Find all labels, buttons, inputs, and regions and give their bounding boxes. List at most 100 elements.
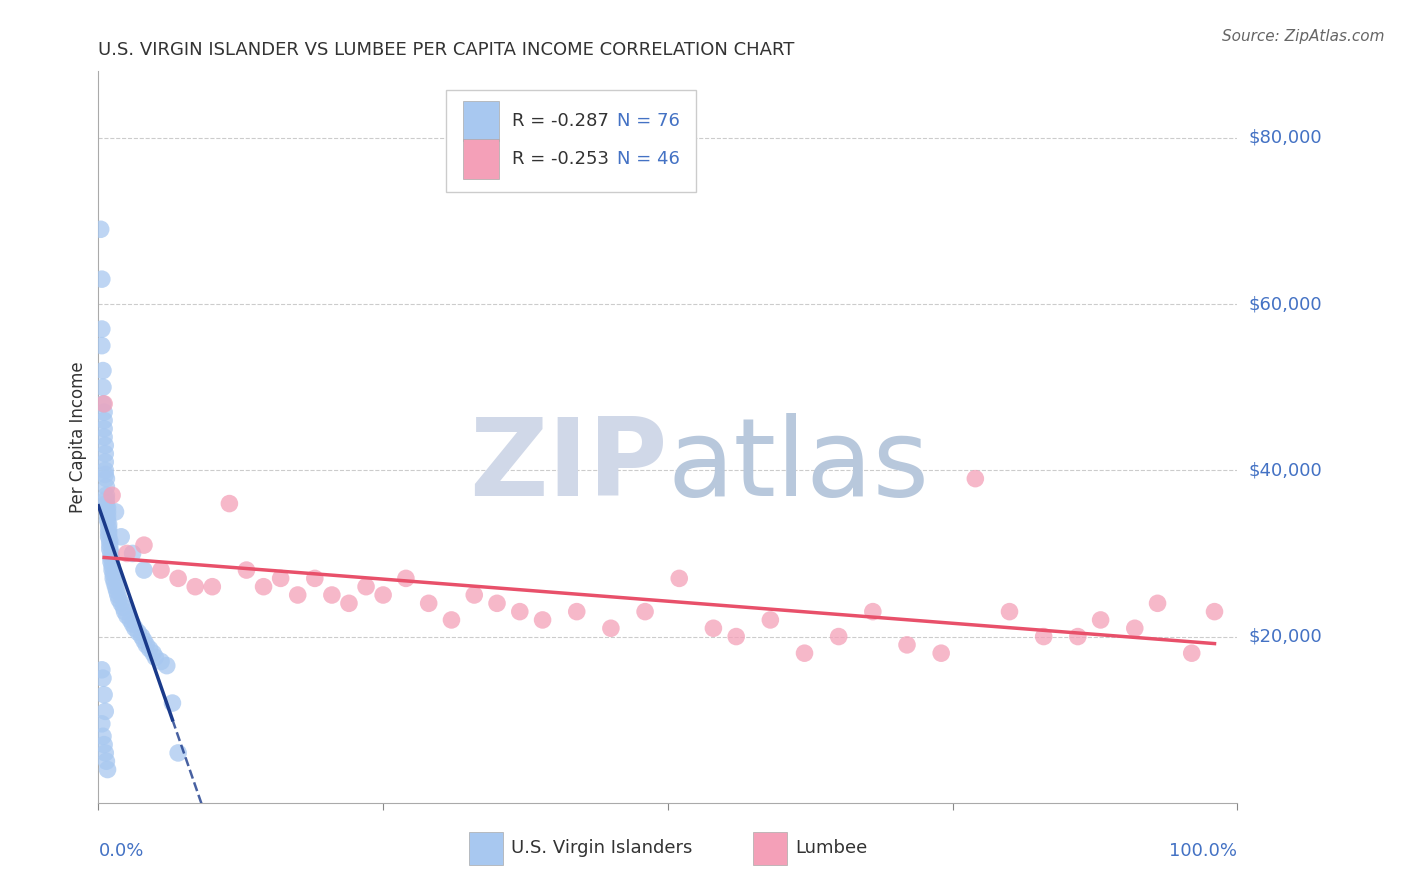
Point (108, 592, 131, 607)
Point (93, 430, 115, 444)
Text: 100.0%: 100.0% (1170, 842, 1237, 860)
Point (304, 571, 326, 585)
Point (132, 563, 155, 577)
Point (96, 472, 118, 486)
Point (321, 588, 343, 602)
Point (201, 580, 224, 594)
Text: 0.0%: 0.0% (98, 842, 143, 860)
Point (138, 642, 160, 657)
Point (90, 322, 112, 336)
Point (110, 596, 132, 610)
FancyBboxPatch shape (468, 832, 503, 865)
Point (104, 505, 127, 519)
Text: atlas: atlas (668, 413, 929, 519)
Point (90, 663, 112, 677)
Point (531, 613, 554, 627)
Point (440, 613, 463, 627)
Point (110, 530, 132, 544)
Point (1090, 613, 1112, 627)
FancyBboxPatch shape (463, 101, 499, 141)
Point (91, 363, 114, 377)
Point (96, 754, 118, 768)
Point (184, 580, 207, 594)
Point (104, 580, 127, 594)
Point (96, 513, 118, 527)
Point (103, 571, 125, 585)
Point (94, 705, 117, 719)
Point (93, 738, 115, 752)
Point (98, 542, 121, 557)
Point (96, 488, 118, 502)
Point (103, 567, 125, 582)
Y-axis label: Per Capita Income: Per Capita Income (69, 361, 87, 513)
Point (94, 467, 117, 482)
Text: Lumbee: Lumbee (796, 839, 868, 857)
Point (828, 630, 851, 644)
Point (90, 272, 112, 286)
Point (793, 646, 815, 660)
Point (337, 596, 360, 610)
Point (107, 588, 129, 602)
Point (124, 621, 146, 635)
Point (100, 546, 122, 560)
Point (252, 580, 274, 594)
Point (101, 558, 124, 573)
Point (509, 605, 531, 619)
Point (1032, 630, 1054, 644)
Point (142, 646, 165, 660)
Point (1181, 646, 1204, 660)
Point (862, 605, 884, 619)
Text: ZIP: ZIP (470, 413, 668, 519)
FancyBboxPatch shape (754, 832, 787, 865)
Point (270, 571, 292, 585)
Text: U.S. Virgin Islanders: U.S. Virgin Islanders (510, 839, 692, 857)
Point (668, 571, 690, 585)
Point (418, 596, 440, 610)
Point (998, 605, 1021, 619)
Point (132, 538, 155, 552)
Point (94, 447, 117, 461)
Point (91, 397, 114, 411)
Point (90, 716, 112, 731)
Point (965, 472, 987, 486)
Point (634, 605, 657, 619)
Point (218, 497, 240, 511)
Point (929, 646, 952, 660)
Point (115, 546, 138, 560)
Point (101, 488, 124, 502)
Point (100, 555, 122, 569)
Point (103, 575, 125, 590)
Text: Source: ZipAtlas.com: Source: ZipAtlas.com (1222, 29, 1385, 45)
Point (94, 455, 117, 469)
Point (131, 630, 153, 644)
Point (94, 746, 117, 760)
Point (93, 413, 115, 427)
Point (1123, 621, 1146, 635)
Point (114, 605, 136, 619)
Point (90, 338, 112, 352)
Point (96, 763, 118, 777)
Point (96, 509, 118, 524)
Point (354, 580, 377, 594)
Point (97, 525, 120, 540)
Point (463, 588, 485, 602)
Point (150, 655, 173, 669)
Point (145, 650, 167, 665)
Point (100, 550, 122, 565)
Point (112, 600, 135, 615)
Point (96, 500, 118, 515)
Point (132, 633, 155, 648)
Point (127, 625, 149, 640)
Point (93, 405, 115, 419)
Point (395, 571, 418, 585)
Point (1067, 630, 1090, 644)
Point (167, 746, 190, 760)
Point (91, 671, 114, 685)
Point (98, 538, 121, 552)
Point (486, 596, 509, 610)
Point (94, 463, 117, 477)
Text: $40,000: $40,000 (1249, 461, 1322, 479)
Point (91, 729, 114, 743)
Point (121, 546, 143, 560)
FancyBboxPatch shape (463, 139, 499, 179)
